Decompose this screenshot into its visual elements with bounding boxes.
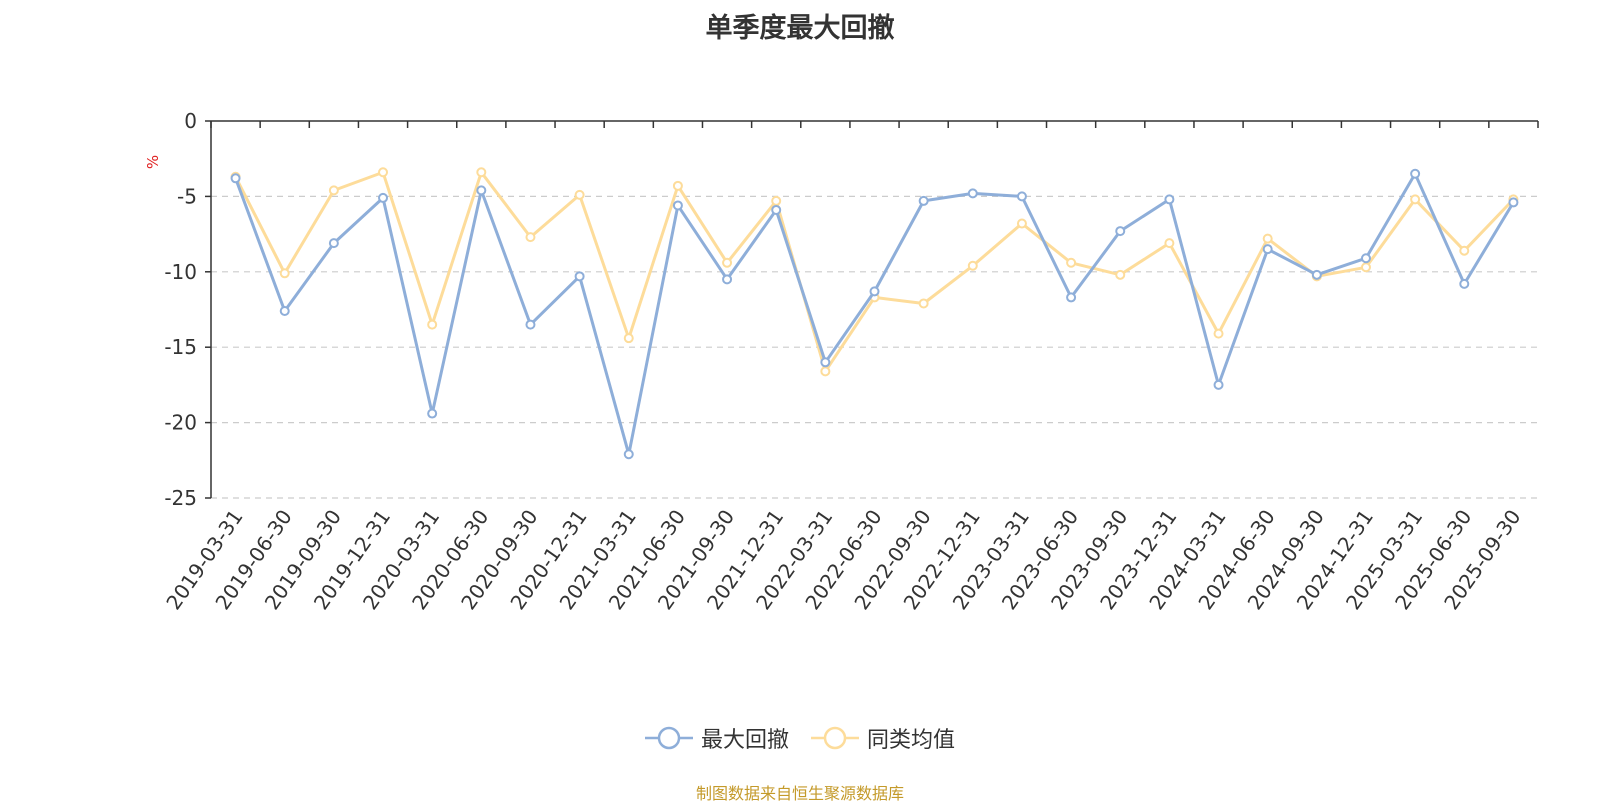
- y-tick-label: -20: [164, 411, 197, 435]
- y-tick-label: -25: [164, 486, 197, 510]
- data-point: [427, 319, 438, 330]
- legend-label: 最大回撤: [700, 728, 789, 753]
- data-point: [672, 180, 683, 191]
- data-point: [328, 185, 339, 196]
- data-point: [1360, 262, 1371, 273]
- data-point: [1508, 197, 1519, 208]
- data-point: [623, 449, 634, 460]
- data-point: [230, 173, 241, 184]
- data-point: [525, 319, 536, 330]
- data-point: [1164, 194, 1175, 205]
- data-point: [672, 200, 683, 211]
- legend-marker-icon: [644, 726, 693, 750]
- data-point: [574, 271, 585, 282]
- data-point: [1410, 194, 1421, 205]
- y-tick-label: -5: [177, 184, 197, 208]
- source-note: 制图数据来自恒生聚源数据库: [695, 784, 904, 803]
- data-point: [279, 268, 290, 279]
- data-point: [722, 274, 733, 285]
- data-point: [771, 195, 782, 206]
- data-point: [623, 333, 634, 344]
- data-point: [1115, 226, 1126, 237]
- data-point: [1164, 238, 1175, 249]
- legend: 最大回撤 同类均值: [0, 722, 1600, 754]
- data-point: [1066, 257, 1077, 268]
- data-point: [378, 192, 389, 203]
- y-tick-label: -15: [164, 335, 197, 359]
- y-tick-label: -10: [164, 260, 197, 284]
- data-point: [1262, 233, 1273, 244]
- data-point: [967, 260, 978, 271]
- data-point: [1311, 269, 1322, 280]
- data-point: [820, 357, 831, 368]
- data-point: [574, 189, 585, 200]
- data-point: [328, 238, 339, 249]
- data-point: [279, 306, 290, 317]
- data-point: [869, 286, 880, 297]
- data-point: [1066, 292, 1077, 303]
- chart-title: 单季度最大回撤: [705, 13, 895, 44]
- series-lines: [230, 167, 1519, 460]
- data-point: [1016, 191, 1027, 202]
- data-point: [1213, 328, 1224, 339]
- y-axis-unit: %: [144, 155, 162, 169]
- data-point: [918, 195, 929, 206]
- data-point: [1262, 244, 1273, 255]
- data-point: [1360, 253, 1371, 264]
- data-point: [1459, 278, 1470, 289]
- data-point: [722, 257, 733, 268]
- legend-label: 同类均值: [867, 728, 956, 753]
- data-point: [918, 298, 929, 309]
- axes: [205, 120, 1539, 499]
- data-point: [1115, 269, 1126, 280]
- data-point: [476, 167, 487, 178]
- data-point: [1410, 168, 1421, 179]
- data-point: [476, 185, 487, 196]
- legend-item-0[interactable]: 最大回撤: [644, 722, 789, 754]
- data-point: [525, 232, 536, 243]
- data-point: [1016, 218, 1027, 229]
- data-point: [967, 188, 978, 199]
- data-point: [378, 167, 389, 178]
- data-point: [1213, 379, 1224, 390]
- legend-item-1[interactable]: 同类均值: [811, 722, 955, 754]
- data-point: [1459, 245, 1470, 256]
- y-tick-label: 0: [184, 109, 197, 133]
- data-point: [427, 408, 438, 419]
- legend-marker-icon: [811, 726, 859, 750]
- data-point: [820, 366, 831, 377]
- data-point: [771, 204, 782, 215]
- grid-lines: [211, 195, 1538, 499]
